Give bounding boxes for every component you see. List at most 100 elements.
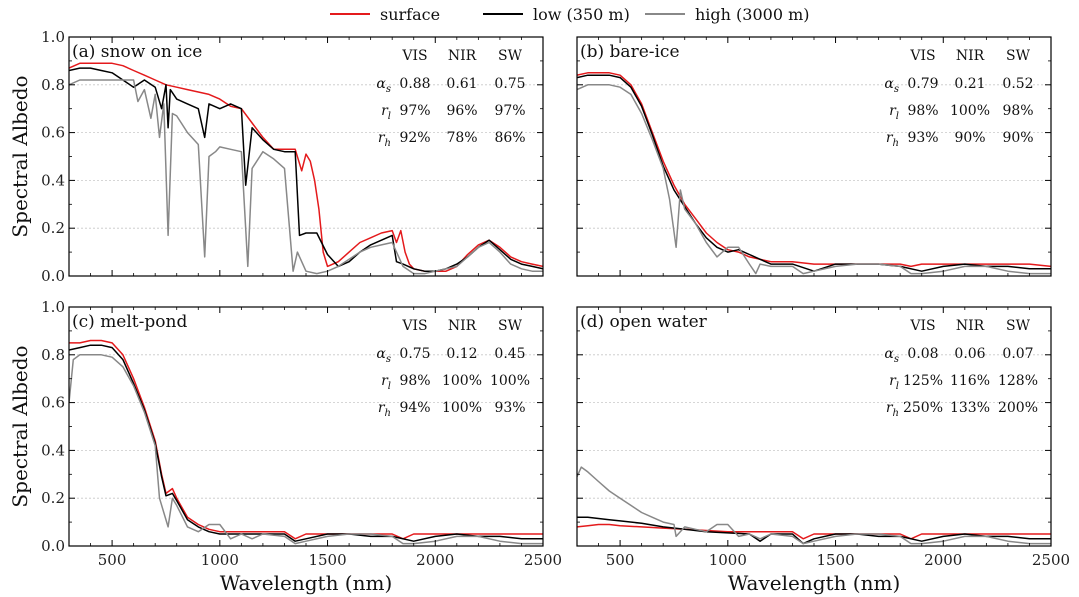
- x-tick-label: 2500: [1032, 551, 1070, 569]
- panel-0: 0.0 0.2 0.4 0.6 0.8 1.0 (a) snow on ice VIS NIR S…: [8, 28, 544, 285]
- table-cell: 250%: [903, 400, 943, 416]
- legend: surface low (350 m) high (3000 m): [330, 5, 810, 24]
- row-subscript: l: [896, 381, 899, 392]
- table-cell: 0.21: [954, 76, 985, 92]
- table-cell: 0.52: [1002, 76, 1033, 92]
- table-cell: 0.45: [494, 346, 525, 362]
- table-row-label: αs: [376, 76, 391, 95]
- table-cell: 92%: [399, 130, 430, 146]
- table-cell: 0.08: [907, 346, 938, 362]
- series-line-2-1: [69, 344, 543, 542]
- y-tick-label: 0.0: [41, 267, 65, 285]
- y-tick-label: 0.0: [41, 537, 65, 555]
- table-row-label: rh: [378, 130, 391, 149]
- row-symbol: α: [376, 76, 386, 92]
- table-cell: 100%: [442, 373, 482, 389]
- table-row-label: rh: [886, 130, 899, 149]
- table-cell: 100%: [950, 103, 990, 119]
- table-header: NIR: [956, 48, 985, 64]
- axes-frame: [576, 306, 1052, 547]
- table-header: SW: [1006, 318, 1031, 334]
- y-axis-title: Spectral Albedo: [8, 75, 32, 237]
- table-cell: 133%: [950, 400, 990, 416]
- table-cell: 0.07: [1002, 346, 1033, 362]
- table-cell: 0.75: [399, 346, 430, 362]
- table-header: VIS: [401, 48, 427, 64]
- y-tick-label: 1.0: [41, 298, 65, 316]
- y-tick-label: 1.0: [41, 28, 65, 46]
- table-cell: 98%: [907, 103, 938, 119]
- table-cell: 0.06: [954, 346, 985, 362]
- series-line-0-1: [69, 67, 543, 272]
- y-axis-title: Spectral Albedo: [8, 345, 32, 507]
- y-tick-label: 0.4: [41, 441, 65, 459]
- legend-label-2: high (3000 m): [695, 5, 810, 24]
- table-header: VIS: [401, 318, 427, 334]
- table-cell: 116%: [950, 373, 990, 389]
- row-symbol: r: [378, 130, 386, 146]
- x-tick-label: 1500: [816, 551, 854, 569]
- y-tick-label: 0.2: [41, 219, 65, 237]
- row-subscript: l: [896, 111, 899, 122]
- row-symbol: α: [884, 346, 894, 362]
- table-header: NIR: [448, 48, 477, 64]
- x-tick-label: 1000: [201, 551, 239, 569]
- x-axis-title: Wavelength (nm): [728, 571, 901, 595]
- table-row-label: rl: [381, 373, 391, 392]
- axes-frame: [576, 36, 1052, 277]
- table-row-label: rl: [889, 373, 899, 392]
- table-header: SW: [498, 48, 523, 64]
- row-subscript: h: [385, 138, 391, 149]
- table-cell: 94%: [399, 400, 430, 416]
- series-line-0-2: [69, 79, 543, 275]
- axes-frame: [68, 306, 544, 547]
- table-cell: 200%: [998, 400, 1038, 416]
- y-tick-label: 0.4: [41, 171, 65, 189]
- row-subscript: s: [894, 84, 899, 95]
- series-line-2-0: [69, 339, 543, 540]
- panel-title: (a) snow on ice: [72, 42, 202, 62]
- table-header: SW: [498, 318, 523, 334]
- panel-title: (b) bare-ice: [580, 42, 680, 62]
- row-subscript: s: [386, 354, 391, 365]
- table-cell: 0.12: [446, 346, 477, 362]
- table-row-label: αs: [376, 346, 391, 365]
- table-cell: 0.75: [494, 76, 525, 92]
- y-tick-label: 0.6: [41, 394, 65, 412]
- table-cell: 0.88: [399, 76, 430, 92]
- table-row-label: rl: [381, 103, 391, 122]
- row-symbol: r: [378, 400, 386, 416]
- row-symbol: r: [889, 103, 897, 119]
- table-cell: 78%: [446, 130, 477, 146]
- table-header: VIS: [909, 48, 935, 64]
- x-tick-label: 1000: [709, 551, 747, 569]
- row-symbol: α: [884, 76, 894, 92]
- table-header: VIS: [909, 318, 935, 334]
- table-row-label: αs: [884, 346, 899, 365]
- series-line-0-0: [69, 62, 543, 272]
- table-header: NIR: [956, 318, 985, 334]
- row-symbol: α: [376, 346, 386, 362]
- series-line-3-1: [577, 516, 1051, 545]
- y-tick-label: 0.8: [41, 76, 65, 94]
- table-cell: 98%: [399, 373, 430, 389]
- table-cell: 98%: [1002, 103, 1033, 119]
- table-header: NIR: [448, 318, 477, 334]
- series-line-3-0: [577, 523, 1051, 540]
- x-tick-label: 2000: [416, 551, 454, 569]
- table-cell: 125%: [903, 373, 943, 389]
- table-row-label: αs: [884, 76, 899, 95]
- series-line-3-2: [577, 466, 1051, 545]
- table-cell: 86%: [494, 130, 525, 146]
- table-cell: 93%: [494, 400, 525, 416]
- panel-title: (c) melt-pond: [72, 312, 187, 332]
- y-tick-label: 0.8: [41, 346, 65, 364]
- row-symbol: r: [381, 373, 389, 389]
- legend-label-0: surface: [380, 5, 440, 24]
- row-subscript: s: [386, 84, 391, 95]
- table-cell: 97%: [494, 103, 525, 119]
- x-tick-label: 1500: [308, 551, 346, 569]
- x-tick-label: 2500: [524, 551, 562, 569]
- table-cell: 97%: [399, 103, 430, 119]
